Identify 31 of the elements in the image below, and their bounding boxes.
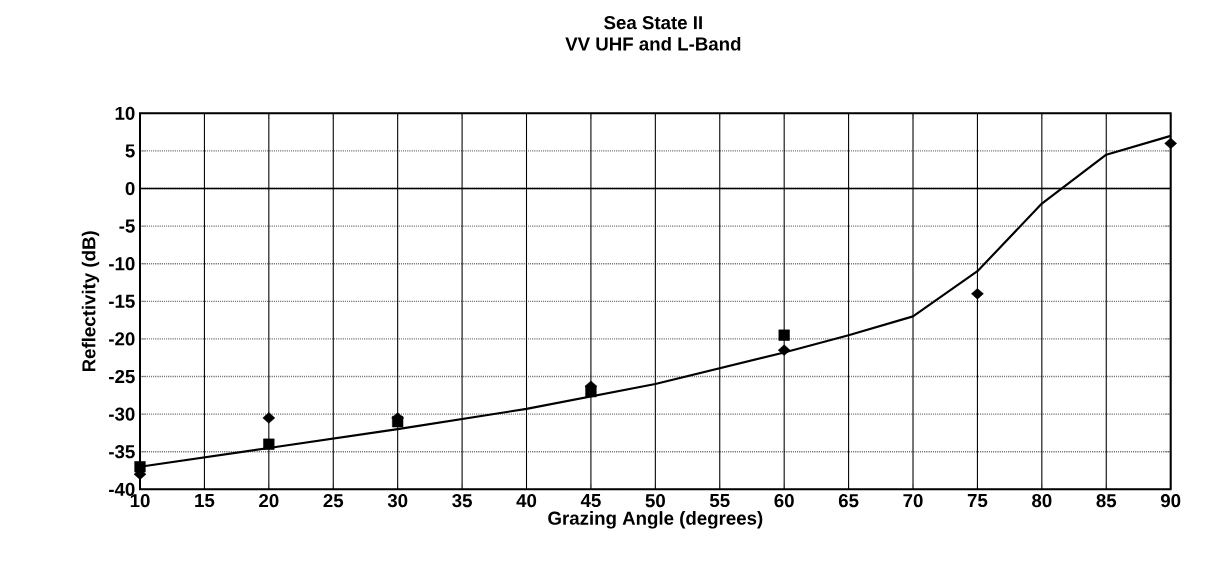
y-tick-label: -5 <box>119 219 135 233</box>
x-tick-label: 25 <box>323 494 344 508</box>
x-tick-label: 80 <box>1032 494 1052 508</box>
x-tick-label: 20 <box>259 494 279 508</box>
y-tick-label: 5 <box>125 144 135 158</box>
x-tick-label: 85 <box>1096 494 1117 508</box>
y-tick-label: -40 <box>109 482 135 497</box>
y-tick-label: -25 <box>109 370 135 384</box>
y-tick-label: -30 <box>109 407 135 421</box>
chart-title: Sea State II <box>604 16 702 30</box>
x-tick-label: 65 <box>838 494 859 508</box>
chart-subtitle: VV UHF and L-Band <box>565 37 741 51</box>
x-tick-label: 75 <box>967 494 988 508</box>
x-tick-label: 90 <box>1160 494 1181 508</box>
y-tick-label: -15 <box>109 294 135 309</box>
x-tick-label: 50 <box>645 494 665 508</box>
y-axis-title: Reflectivity (dB) <box>81 231 100 372</box>
y-tick-label: -10 <box>109 257 135 271</box>
x-tick-label: 15 <box>195 494 215 508</box>
y-tick-label: -20 <box>109 332 135 346</box>
x-tick-label: 35 <box>452 494 472 508</box>
y-tick-label: -35 <box>109 445 135 459</box>
x-axis-title: Grazing Angle (degrees) <box>548 511 763 529</box>
x-tick-label: 55 <box>709 494 730 508</box>
x-tick-label: 70 <box>903 494 923 508</box>
x-tick-label: 60 <box>774 494 794 508</box>
x-tick-label: 30 <box>387 494 408 508</box>
y-tick-label: 10 <box>115 106 135 121</box>
y-tick-label: 0 <box>125 182 135 196</box>
x-tick-label: 45 <box>580 494 601 508</box>
x-tick-label: 40 <box>516 494 537 508</box>
